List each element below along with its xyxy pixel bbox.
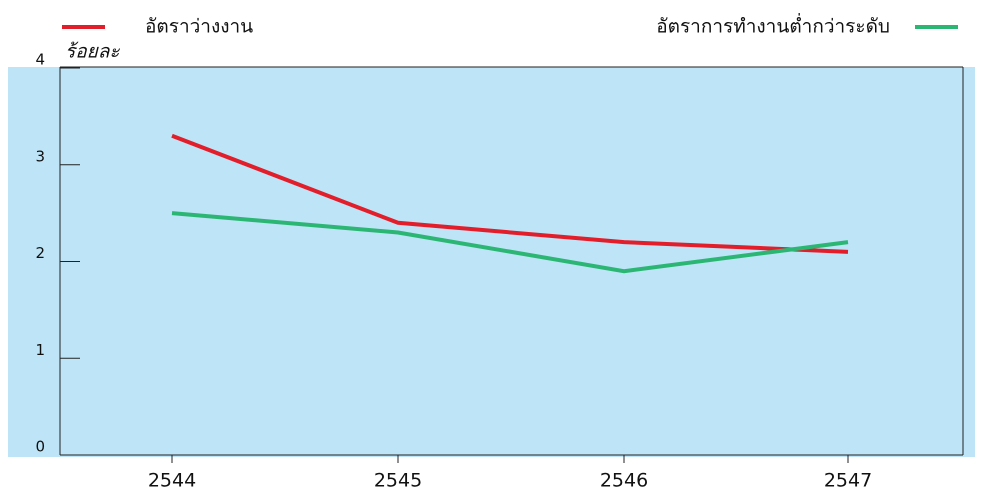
legend-label: อัตราว่างงาน	[145, 16, 253, 38]
x-tick-label: 2546	[600, 470, 648, 491]
y-tick-label: 0	[35, 438, 45, 456]
x-tick-label: 2545	[374, 470, 422, 491]
x-tick-label: 2547	[824, 470, 872, 491]
y-tick-label: 4	[35, 51, 45, 69]
y-tick-label: 1	[35, 341, 45, 359]
x-tick-label: 2544	[148, 470, 196, 491]
line-series	[171, 211, 849, 274]
legend-label: อัตราการทำงานต่ำกว่าระดับ	[656, 13, 890, 38]
line-series	[171, 133, 849, 254]
y-tick-label: 3	[35, 147, 45, 165]
y-tick-label: 2	[35, 244, 45, 262]
y-axis-title: ร้อยละ	[65, 41, 120, 63]
plot-background	[8, 67, 975, 457]
